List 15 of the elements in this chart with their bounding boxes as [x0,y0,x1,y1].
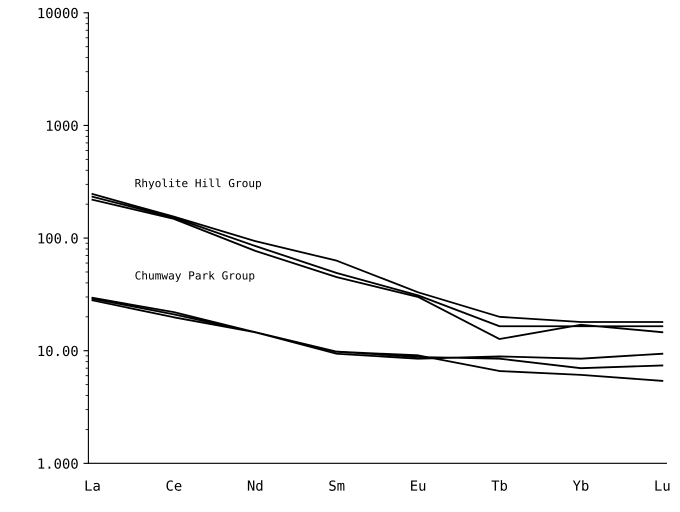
x-tick-label: Tb [491,480,508,491]
annotation: Chumway Park Group [135,271,254,282]
y-tick-label: 100.0 [38,233,78,244]
x-tick-label: Lu [655,480,670,491]
annotation: Rhyolite Hill Group [135,178,262,190]
x-tick-label: Yb [572,480,588,491]
y-tick-label: 1.000 [38,458,78,469]
x-tick-label: Sm [329,480,344,491]
y-tick-label: 1000 [46,120,78,131]
y-tick-label: 10.00 [38,346,78,356]
x-tick-label: La [86,480,100,491]
x-tick-label: Ce [166,480,182,491]
x-tick-label: Nd [248,480,262,491]
y-tick-label: 10000 [38,8,78,18]
x-tick-label: Eu [411,480,426,491]
